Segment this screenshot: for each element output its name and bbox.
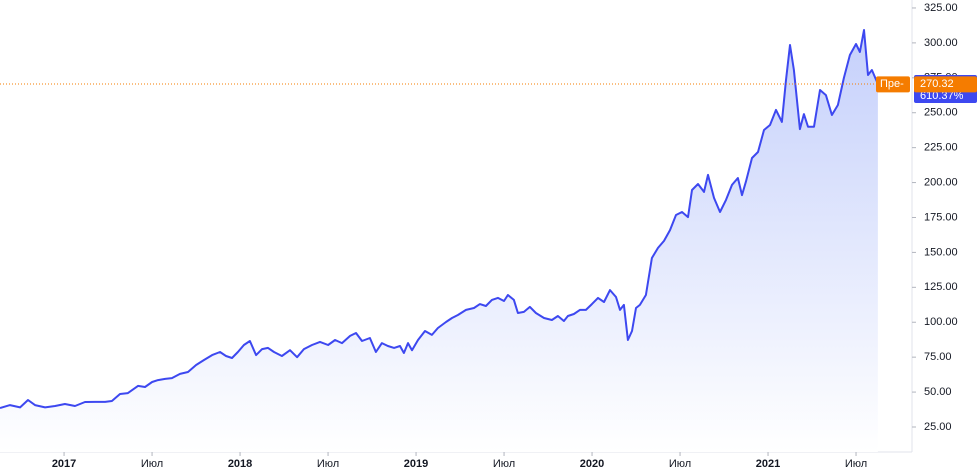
y-tick-label: 150.00: [924, 246, 958, 258]
premarket-tag: Пре-: [880, 78, 904, 90]
x-tick-label: 2017: [52, 458, 76, 470]
y-tick-label: 75.00: [924, 351, 952, 363]
y-tick-label: 125.00: [924, 281, 958, 293]
premarket-tag-box: [876, 76, 910, 93]
x-tick-label: 2021: [756, 458, 780, 470]
x-tick-label: 2019: [404, 458, 428, 470]
y-tick-label: 25.00: [924, 421, 952, 433]
y-tick-label: 250.00: [924, 107, 958, 119]
price-line: [0, 29, 879, 409]
y-tick-label: 225.00: [924, 142, 958, 154]
y-tick-label: 325.00: [924, 2, 958, 14]
y-tick-label: 100.00: [924, 316, 958, 328]
premarket-price-label: 270.32: [920, 78, 954, 90]
x-tick-label: 2020: [580, 458, 604, 470]
y-tick-label: 175.00: [924, 211, 958, 223]
x-tick-label: Июл: [141, 458, 163, 470]
change-label: 610.37%: [920, 90, 964, 102]
x-tick-label: Июл: [493, 458, 515, 470]
area: [0, 30, 878, 452]
y-tick-label: 50.00: [924, 386, 952, 398]
y-tick-label: 300.00: [924, 37, 958, 49]
x-tick-label: Июл: [669, 458, 691, 470]
premarket-price-box: [914, 76, 977, 93]
y-tick-label: 200.00: [924, 176, 958, 188]
x-tick-label: 2018: [228, 458, 252, 470]
x-tick-label: Июл: [845, 458, 867, 470]
x-tick-label: Июл: [317, 458, 339, 470]
